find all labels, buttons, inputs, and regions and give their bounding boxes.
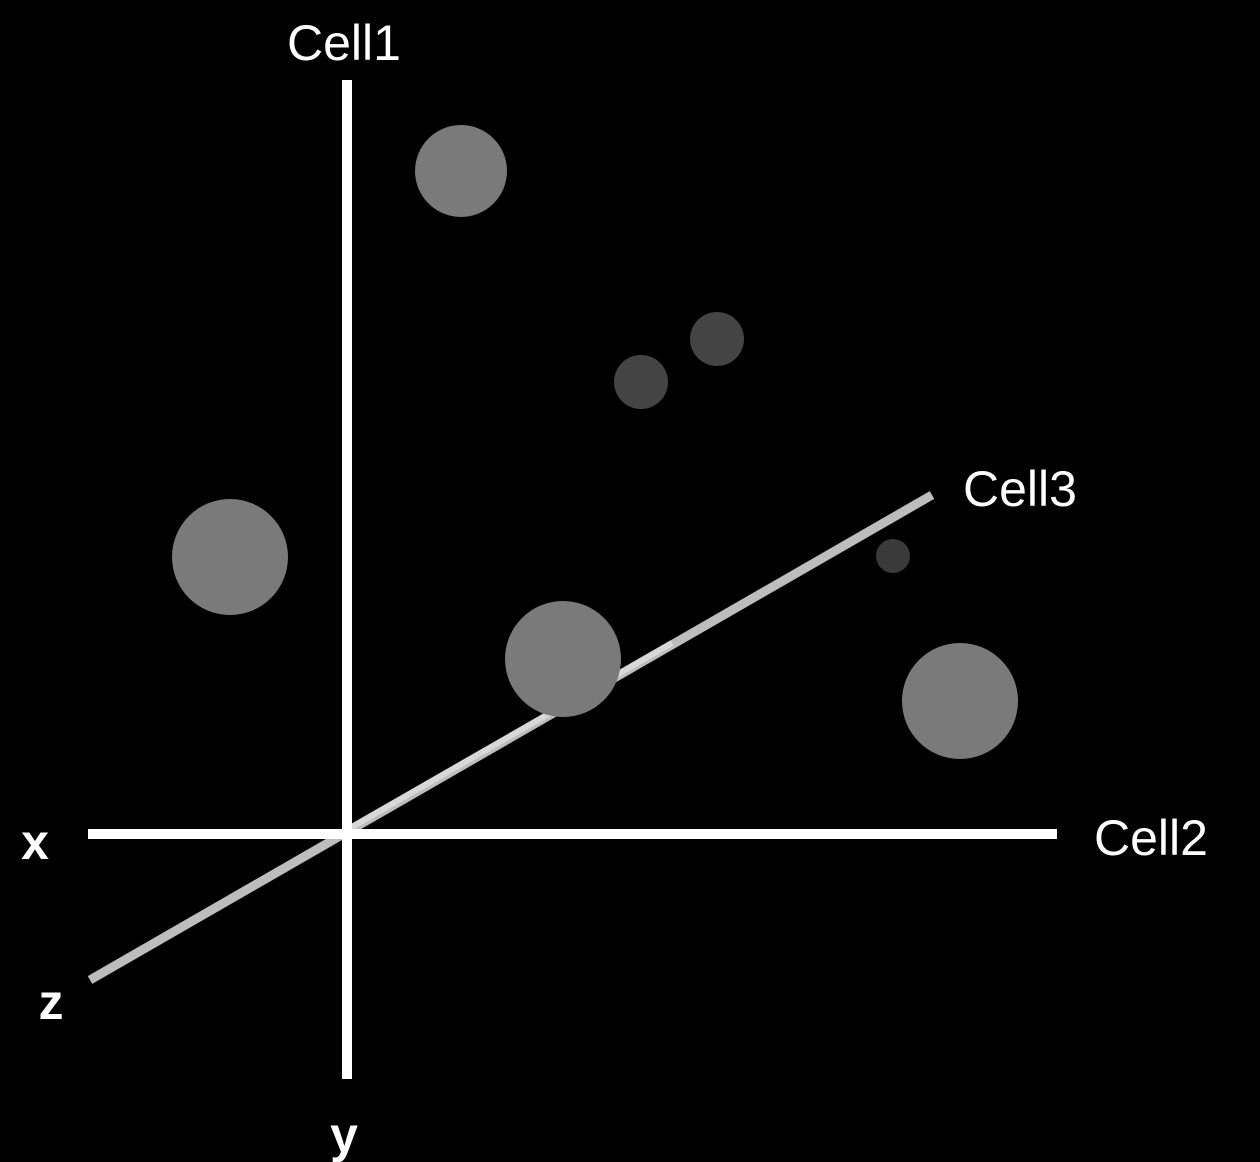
- z-label: z: [39, 974, 64, 1030]
- data-point: [614, 355, 668, 409]
- data-point: [415, 125, 507, 217]
- cell3-label: Cell3: [963, 461, 1077, 517]
- cell1-label: Cell1: [287, 15, 401, 71]
- data-point: [902, 643, 1018, 759]
- y-label: y: [330, 1107, 358, 1162]
- data-point: [172, 499, 288, 615]
- data-point: [690, 312, 744, 366]
- data-point: [505, 601, 621, 717]
- x-label: x: [21, 814, 49, 870]
- cell2-label: Cell2: [1094, 810, 1208, 866]
- data-point: [876, 539, 910, 573]
